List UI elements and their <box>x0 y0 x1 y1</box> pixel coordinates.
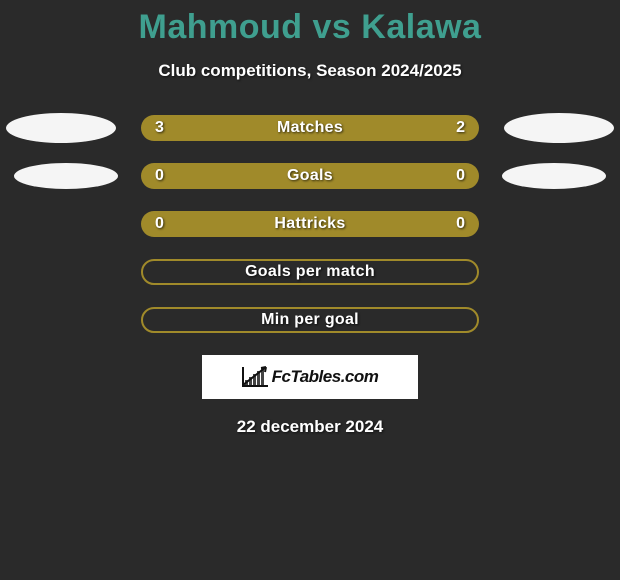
stat-bar: 0 Hattricks 0 <box>141 211 479 237</box>
player-left-badge <box>14 163 118 189</box>
stat-row-goals: 0 Goals 0 <box>0 163 620 189</box>
stat-label: Goals <box>287 167 333 185</box>
fctables-logo: FcTables.com <box>202 355 418 399</box>
subtitle: Club competitions, Season 2024/2025 <box>0 61 620 81</box>
logo-text: FcTables.com <box>272 367 379 387</box>
stat-left-value: 3 <box>155 119 164 137</box>
logo-chart-icon <box>242 367 268 387</box>
stat-label: Goals per match <box>245 263 375 281</box>
player-left-badge <box>6 113 116 143</box>
date-label: 22 december 2024 <box>0 417 620 437</box>
stat-left-value: 0 <box>155 167 164 185</box>
stat-label: Hattricks <box>274 215 345 233</box>
stat-row-matches: 3 Matches 2 <box>0 115 620 141</box>
stat-bar: Goals per match <box>141 259 479 285</box>
stat-row-goals-per-match: Goals per match <box>0 259 620 285</box>
player-right-badge <box>504 113 614 143</box>
stat-bar: Min per goal <box>141 307 479 333</box>
stat-bar: 0 Goals 0 <box>141 163 479 189</box>
stat-rows: 3 Matches 2 0 Goals 0 0 Hattricks 0 <box>0 115 620 333</box>
stat-right-value: 2 <box>456 119 465 137</box>
player-right-badge <box>502 163 606 189</box>
stat-left-value: 0 <box>155 215 164 233</box>
stat-bar: 3 Matches 2 <box>141 115 479 141</box>
stat-label: Matches <box>277 119 343 137</box>
stat-label: Min per goal <box>261 311 359 329</box>
comparison-infographic: Mahmoud vs Kalawa Club competitions, Sea… <box>0 0 620 437</box>
stat-row-min-per-goal: Min per goal <box>0 307 620 333</box>
stat-row-hattricks: 0 Hattricks 0 <box>0 211 620 237</box>
stat-right-value: 0 <box>456 215 465 233</box>
page-title: Mahmoud vs Kalawa <box>0 8 620 47</box>
stat-right-value: 0 <box>456 167 465 185</box>
